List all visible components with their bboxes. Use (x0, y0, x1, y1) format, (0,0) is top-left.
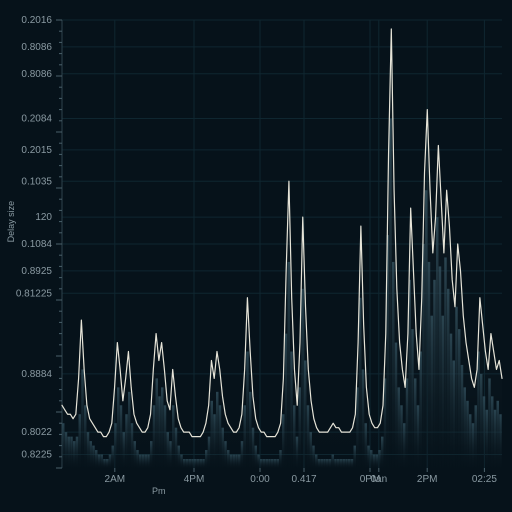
chart-svg: 0.2016 0.8086 0.8086 0.2084 0.2015 0.1035 120 0… (0, 0, 512, 512)
x-tick-label: 02:25 (472, 474, 497, 485)
x-tick-label: 0an (370, 474, 387, 485)
y-tick-label: 0.2016 (21, 15, 52, 26)
x-tick-label: 4PM (184, 474, 205, 485)
y-tick-label: 0.81225 (16, 288, 53, 299)
y-tick-label: 0.8086 (21, 69, 52, 80)
y-tick-label: 0.8225 (21, 450, 52, 461)
y-tick-label: 0.8086 (21, 42, 52, 53)
x-tick-label: 2PM (417, 474, 438, 485)
y-tick-label: 0.1084 (21, 239, 52, 250)
y-tick-label: 0.2084 (21, 114, 52, 125)
y-tick-label: 0.8925 (21, 266, 52, 277)
x-tick-label: 0:00 (250, 474, 270, 485)
x-tick-label: 0.417 (291, 474, 316, 485)
x-tick-label: 2AM (105, 474, 126, 485)
y-tick-label: 120 (35, 212, 52, 223)
y-tick-label: 0.2015 (21, 145, 52, 156)
x-axis-title: Pm (152, 486, 166, 496)
y-axis-title: Delay size (6, 201, 16, 243)
time-series-chart: 0.2016 0.8086 0.8086 0.2084 0.2015 0.1035 120 0… (0, 0, 512, 512)
y-tick-label: 0.8884 (21, 369, 52, 380)
y-tick-label: 0.8022 (21, 427, 52, 438)
y-tick-label: 0.1035 (21, 176, 52, 187)
